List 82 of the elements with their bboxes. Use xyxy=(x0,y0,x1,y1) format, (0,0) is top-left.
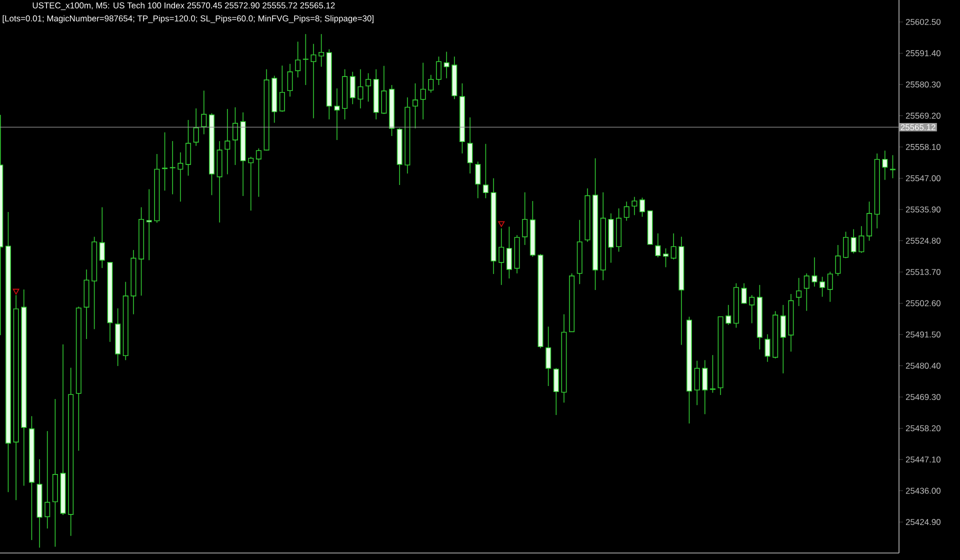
candlestick xyxy=(248,156,254,212)
candlestick xyxy=(882,150,888,180)
y-tick-label: 25535.90 xyxy=(906,206,941,212)
candlestick xyxy=(663,248,668,268)
candlestick xyxy=(850,228,856,254)
candlestick xyxy=(475,161,481,199)
candlestick xyxy=(820,276,826,298)
candlestick xyxy=(812,256,818,288)
candlestick xyxy=(256,148,262,198)
y-tick-label: 25580.30 xyxy=(906,81,941,88)
candlestick xyxy=(310,44,316,119)
y-tick-label: 25447.10 xyxy=(906,456,941,463)
y-tick-label: 25502.60 xyxy=(906,300,941,306)
candlestick xyxy=(193,108,199,146)
candlestick xyxy=(827,271,833,302)
y-tick-label: 25513.70 xyxy=(906,269,941,275)
y-tick-label: 25558.10 xyxy=(906,144,941,150)
candlestick xyxy=(749,294,755,324)
y-tick-label: 25469.30 xyxy=(906,394,941,400)
y-tick-label: 25480.40 xyxy=(906,362,941,369)
candlestick xyxy=(835,244,841,276)
candlestick xyxy=(640,197,646,218)
candlestick xyxy=(178,152,184,202)
candlestick xyxy=(467,117,473,174)
candlestick xyxy=(702,360,708,415)
candlestick xyxy=(186,120,192,176)
y-tick-label: 25491.50 xyxy=(906,332,941,338)
candlestick xyxy=(866,201,872,242)
y-tick-label: 25524.80 xyxy=(906,238,941,244)
candlestick xyxy=(843,231,849,259)
candlestick xyxy=(670,233,676,260)
candlestick xyxy=(796,278,802,306)
y-tick-label: 25591.40 xyxy=(906,50,941,56)
candlestick xyxy=(764,334,770,362)
candlestick xyxy=(726,304,732,326)
candlestick xyxy=(170,140,176,195)
candlestick xyxy=(498,228,504,286)
candlestick xyxy=(201,90,207,135)
y-tick-label: 25458.20 xyxy=(906,425,941,432)
candlestick xyxy=(546,326,552,386)
candlestick xyxy=(710,354,716,394)
candlestick xyxy=(632,196,638,216)
candlestick xyxy=(553,368,559,416)
y-tick-label: 25436.00 xyxy=(906,488,941,494)
candlestick xyxy=(436,56,442,86)
candlestick xyxy=(279,65,285,112)
candlestick xyxy=(162,132,168,192)
candlestick xyxy=(655,233,661,258)
candlestick xyxy=(99,206,105,268)
candlestick xyxy=(444,51,450,79)
candlestick xyxy=(334,88,340,140)
candlestick xyxy=(804,273,810,312)
candlestick xyxy=(224,108,230,175)
candlestick xyxy=(482,143,488,199)
candlestick xyxy=(358,68,364,109)
candlestick xyxy=(350,71,356,105)
candlestick xyxy=(318,34,324,68)
candlestick xyxy=(780,304,786,374)
y-tick-label: 25547.00 xyxy=(906,175,941,182)
text: [Lots=0.01; MagicNumber=987654; TP_Pips=120.0; SL_Pips=60.0; MinFVG_Pips=8; Slippage=30] xyxy=(2,15,374,24)
candlestick xyxy=(232,106,238,166)
candlestick xyxy=(506,226,512,279)
candlestick xyxy=(624,201,630,222)
y-tick-label: 25424.90 xyxy=(906,519,941,526)
candlestick xyxy=(287,64,293,97)
candlestick xyxy=(302,34,308,86)
y-tick-label: 25602.50 xyxy=(906,18,941,25)
candlestick xyxy=(858,226,864,254)
candlestick xyxy=(420,62,426,120)
candlestick xyxy=(412,82,418,129)
y-tick-label: 25569.20 xyxy=(906,112,941,119)
candlestick xyxy=(146,188,152,261)
ref-line-label: 25565.12 xyxy=(900,124,936,130)
candlestick xyxy=(381,65,387,114)
candlestick xyxy=(44,430,50,529)
candlestick xyxy=(295,41,301,78)
candlestick xyxy=(366,72,372,102)
candlestick xyxy=(522,192,528,246)
candlestick xyxy=(428,74,434,94)
candlestick xyxy=(741,282,747,304)
chart-title: USTEC_x100m, M5: US Tech 100 Index 25570.45 25572.90 25555.72 25565.12 xyxy=(32,2,335,10)
candlestick xyxy=(694,360,700,406)
